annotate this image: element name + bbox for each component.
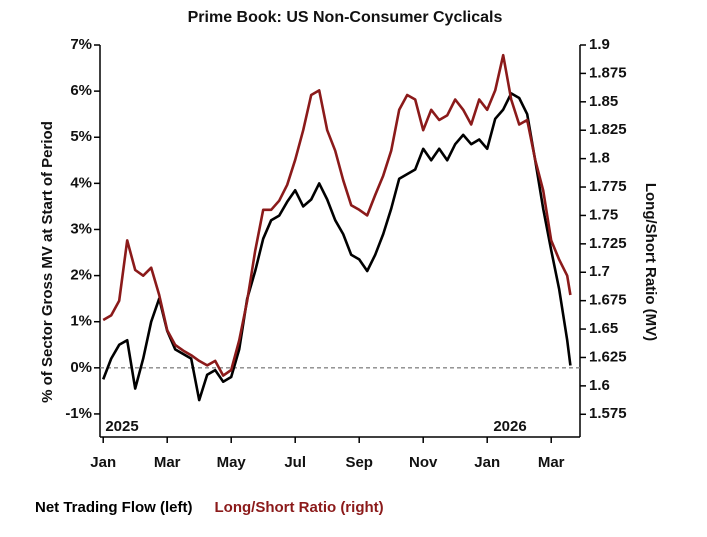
legend-label: Long/Short Ratio (right) xyxy=(215,499,384,516)
chart-title: Prime Book: US Non-Consumer Cyclicals xyxy=(188,9,503,26)
y2-tick-label: 1.6 xyxy=(589,377,610,394)
y2-tick-label: 1.65 xyxy=(589,320,618,337)
y2-tick-label: 1.75 xyxy=(589,206,618,223)
y2-tick-label: 1.85 xyxy=(589,93,618,110)
x-tick-label: Nov xyxy=(409,454,438,471)
y2-tick-label: 1.875 xyxy=(589,64,627,81)
x-tick-label: Jul xyxy=(284,454,306,471)
y-tick-label: 5% xyxy=(70,128,92,145)
y-axis-label: % of Sector Gross MV at Start of Period xyxy=(39,121,56,403)
y2-tick-label: 1.8 xyxy=(589,150,610,167)
y2-tick-label: 1.575 xyxy=(589,405,627,422)
y-tick-label: 0% xyxy=(70,359,92,376)
y2-tick-label: 1.625 xyxy=(589,348,627,365)
y-tick-label: 7% xyxy=(70,36,92,53)
x-tick-label: Mar xyxy=(154,454,181,471)
line-series xyxy=(102,53,572,377)
y2-tick-label: 1.7 xyxy=(589,263,610,280)
x-tick-label: Sep xyxy=(345,454,373,471)
y-tick-label: 2% xyxy=(70,267,92,284)
y2-tick-label: 1.9 xyxy=(589,36,610,53)
y-tick-label: 3% xyxy=(70,220,92,237)
y-tick-label: 1% xyxy=(70,313,92,330)
y-tick-label: 6% xyxy=(70,82,92,99)
y2-tick-label: 1.725 xyxy=(589,235,627,252)
y2-tick-label: 1.775 xyxy=(589,178,627,195)
x-tick-label: Mar xyxy=(538,454,565,471)
y-tick-label: -1% xyxy=(65,405,92,422)
y2-tick-label: 1.825 xyxy=(589,121,627,138)
y-tick-label: 4% xyxy=(70,174,92,191)
x-tick-label: May xyxy=(217,454,247,471)
y2-axis-label: Long/Short Ratio (MV) xyxy=(642,183,659,341)
line-series xyxy=(101,92,572,402)
x-tick-label: Jan xyxy=(90,454,116,471)
annotation: 2025 xyxy=(105,418,138,435)
legend-label: Net Trading Flow (left) xyxy=(35,499,193,516)
x-tick-label: Jan xyxy=(474,454,500,471)
y2-tick-label: 1.675 xyxy=(589,292,627,309)
annotation: 2026 xyxy=(493,418,526,435)
